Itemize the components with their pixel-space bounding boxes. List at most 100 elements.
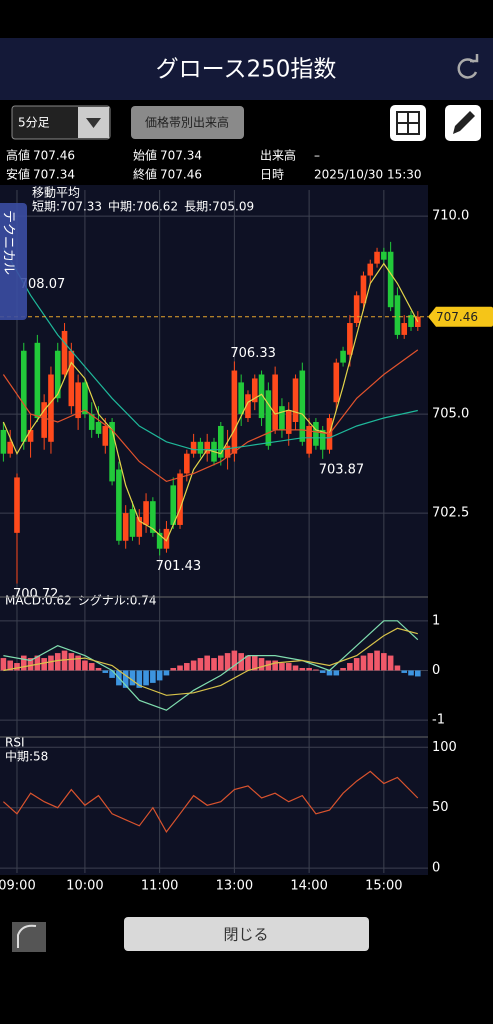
indicator-line: [2, 349, 419, 483]
candle-body: [163, 528, 170, 549]
candle-body: [408, 315, 414, 327]
histogram-bar: [217, 655, 224, 671]
histogram-bar: [7, 660, 13, 671]
candle-body: [353, 295, 360, 324]
legend-entry: 中期:58: [5, 749, 48, 764]
header-title: グロース250指数: [156, 57, 337, 83]
price-annotation: 701.43: [156, 559, 202, 574]
candle-body: [299, 370, 306, 442]
histogram-bar: [54, 653, 61, 671]
histogram-bar: [41, 658, 47, 671]
candle-body: [367, 263, 374, 276]
candle-body: [347, 323, 353, 355]
volume-profile-label: 価格帯別出来高: [145, 115, 229, 130]
candle-body: [333, 362, 340, 403]
volume-profile-button[interactable]: [131, 106, 244, 139]
candle-body: [190, 441, 197, 454]
header-bar: [0, 38, 493, 100]
last-price-label: 707.46: [436, 310, 478, 324]
candle-body: [170, 485, 177, 525]
last-price-tag: [428, 306, 493, 327]
histogram-bar: [394, 665, 401, 671]
histogram-bar: [313, 669, 319, 671]
histogram-bar: [14, 663, 20, 671]
histogram-bar: [150, 670, 156, 683]
x-tick-label: 14:00: [290, 879, 327, 894]
candle-body: [68, 350, 75, 407]
candle-body: [88, 414, 95, 430]
indicator-line: [3, 620, 419, 711]
technical-tab[interactable]: [0, 203, 27, 320]
histogram-bar: [197, 658, 204, 671]
close-button[interactable]: [124, 917, 369, 951]
draw-button[interactable]: [445, 105, 481, 141]
candle-body: [61, 330, 68, 375]
candle-body: [27, 429, 34, 442]
histogram-bar: [238, 653, 244, 671]
candle-body: [387, 251, 394, 308]
refresh-button[interactable]: [457, 54, 479, 79]
candle-body: [374, 251, 380, 264]
histogram-bar: [27, 658, 34, 671]
interval-dropdown[interactable]: [11, 105, 111, 140]
histogram-bar: [88, 663, 95, 671]
candle-body: [0, 429, 7, 454]
histogram-bar: [367, 653, 374, 671]
histogram-bar: [61, 650, 68, 671]
candle-body: [258, 374, 265, 419]
price-annotation: 708.07: [20, 277, 66, 292]
y-tick-label: 0: [432, 861, 440, 876]
legend-entry: 短期:707.33: [32, 200, 102, 214]
histogram-bar: [333, 670, 340, 676]
indicator-line: [3, 770, 419, 833]
candle-body: [54, 350, 61, 399]
indicator-line: [2, 247, 418, 451]
y-tick-label: 1: [432, 613, 440, 628]
quote-label: 始値: [133, 148, 157, 163]
price-annotation: 703.87: [319, 462, 365, 477]
candle-body: [150, 501, 156, 533]
close-button-label: 閉じる: [223, 926, 268, 944]
candle-body: [156, 532, 163, 549]
technical-tab-label: テクニカル: [1, 210, 16, 275]
candle-body: [217, 425, 224, 458]
price-annotation: 706.33: [230, 346, 276, 361]
legend-entry: MACD:0.62: [5, 594, 72, 608]
candle-body: [340, 350, 346, 363]
histogram-bar: [211, 658, 217, 671]
quote-label: 終値: [133, 167, 157, 182]
candle-body: [292, 378, 299, 423]
candle-body: [48, 374, 54, 442]
histogram-bar: [95, 667, 102, 671]
layout-button[interactable]: [390, 105, 426, 141]
histogram-bar: [353, 658, 360, 671]
quote-label: 高値: [6, 148, 30, 163]
back-icon[interactable]: [12, 922, 46, 952]
histogram-bar: [306, 667, 312, 671]
histogram-bar: [224, 653, 231, 671]
plot: 09:00 10:00 11:00 13:00 14:00 15:00 702.5 705.0…: [0, 186, 493, 894]
candle-body: [7, 441, 13, 454]
price-annotation: 700.72: [13, 587, 59, 602]
histogram-bar: [82, 660, 88, 671]
histogram-bar: [347, 663, 353, 671]
y-tick-label: 50: [432, 800, 449, 815]
x-tick-label: 10:00: [66, 879, 103, 894]
quote-value: 707.46: [160, 168, 202, 182]
y-tick-label: 702.5: [432, 506, 469, 521]
candle-body: [415, 316, 421, 327]
histogram-bar: [102, 670, 109, 673]
histogram-bar: [190, 660, 197, 671]
histogram-bar: [265, 660, 272, 671]
candle-body: [251, 378, 258, 403]
histogram-bar: [204, 655, 211, 671]
histogram-bar: [75, 655, 81, 671]
histogram-bar: [163, 670, 170, 676]
candle-body: [177, 473, 183, 525]
histogram-bar: [319, 670, 326, 673]
candle-body: [279, 406, 285, 430]
histogram-bar: [245, 655, 251, 671]
candle-body: [34, 342, 41, 419]
candle-body: [102, 425, 109, 446]
histogram-bar: [408, 670, 414, 676]
